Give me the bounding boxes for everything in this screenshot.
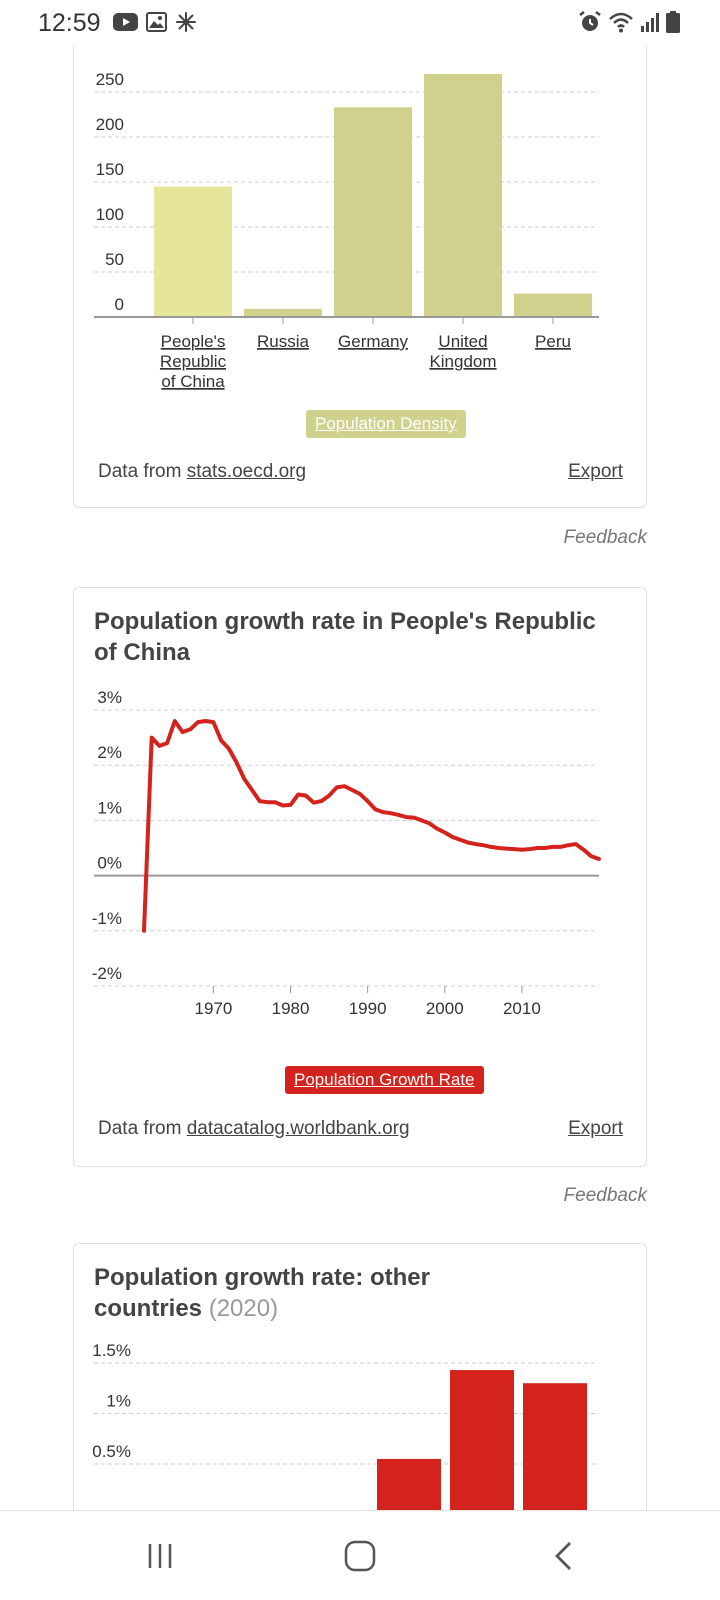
growth-source-link[interactable]: datacatalog.worldbank.org bbox=[186, 1118, 410, 1139]
density-x-tick-label: United bbox=[438, 332, 487, 351]
density-source-prefix: Data from bbox=[98, 461, 182, 482]
growth-export-link[interactable]: Export bbox=[568, 1118, 623, 1139]
density-x-tick-label: Kingdom bbox=[429, 352, 496, 371]
wifi-icon bbox=[609, 12, 633, 33]
growth-series-line bbox=[142, 719, 601, 933]
growth-y-tick-label: 3% bbox=[97, 688, 122, 707]
home-icon[interactable] bbox=[344, 1540, 376, 1572]
recent-apps-icon[interactable] bbox=[145, 1541, 175, 1571]
navigation-bar bbox=[0, 1510, 720, 1600]
signal-icon bbox=[641, 13, 659, 32]
other-card-title-year: (2020) bbox=[208, 1295, 279, 1322]
growth-y-tick-label: 0% bbox=[97, 854, 122, 873]
density-x-tick-label: of China bbox=[161, 372, 225, 391]
growth-x-tick-label: 1970 bbox=[194, 999, 232, 1018]
density-chart-card: 0 50 100 150 200 250 People's Republic of China R… bbox=[73, 0, 647, 508]
growth-source-prefix: Data from bbox=[98, 1118, 182, 1139]
density-y-tick-label: 50 bbox=[105, 250, 124, 269]
density-source-link[interactable]: stats.oecd.org bbox=[186, 461, 307, 482]
youtube-icon bbox=[113, 13, 138, 31]
density-export-link[interactable]: Export bbox=[568, 461, 623, 482]
image-icon bbox=[146, 12, 167, 32]
density-bar bbox=[154, 186, 232, 317]
other-y-tick-label: 1% bbox=[106, 1392, 131, 1411]
pinwheel-icon bbox=[176, 12, 196, 32]
growth-card-title: Population growth rate in People's Repub… bbox=[94, 608, 596, 666]
growth-line-chart: 3% 2% 1% 0% -1% -2% 1970 1980 1990 2000 2010 bbox=[92, 688, 601, 1018]
density-bar bbox=[424, 74, 502, 317]
density-x-tick-label: Russia bbox=[257, 332, 310, 351]
density-feedback-link[interactable]: Feedback bbox=[563, 527, 647, 548]
density-legend-chip[interactable]: Population Density bbox=[306, 410, 466, 438]
growth-x-tick-label: 2000 bbox=[426, 999, 464, 1018]
density-y-tick-label: 0 bbox=[115, 295, 124, 314]
growth-feedback-link[interactable]: Feedback bbox=[563, 1185, 647, 1206]
growth-y-tick-label: 1% bbox=[97, 798, 122, 817]
growth-y-tick-label: -1% bbox=[92, 909, 122, 928]
other-card-title-main: Population growth rate: other countries bbox=[94, 1264, 430, 1322]
growth-x-tick-label: 1980 bbox=[272, 999, 310, 1018]
growth-y-tick-label: -2% bbox=[92, 964, 122, 983]
alarm-icon bbox=[579, 11, 601, 31]
density-bar bbox=[334, 107, 412, 317]
battery-icon bbox=[666, 11, 680, 33]
other-card-title: Population growth rate: other countries … bbox=[94, 1262, 474, 1324]
density-y-tick-label: 150 bbox=[96, 160, 124, 179]
density-x-tick-label: People's bbox=[161, 332, 226, 351]
other-countries-card: Population growth rate: other countries … bbox=[73, 1243, 647, 1564]
growth-legend-chip[interactable]: Population Growth Rate bbox=[285, 1066, 484, 1094]
density-y-tick-label: 200 bbox=[96, 115, 124, 134]
density-y-tick-label: 250 bbox=[96, 70, 124, 89]
growth-source-line: Data from datacatalog.worldbank.org bbox=[98, 1118, 410, 1140]
growth-x-tick-label: 2010 bbox=[503, 999, 541, 1018]
other-y-tick-label: 0.5% bbox=[92, 1442, 131, 1461]
density-x-tick-label: Germany bbox=[338, 332, 408, 351]
density-bar bbox=[244, 308, 322, 317]
other-y-tick-label: 1.5% bbox=[92, 1341, 131, 1360]
density-bar bbox=[514, 293, 592, 317]
growth-x-tick-label: 1990 bbox=[349, 999, 387, 1018]
status-bar: 12:59 bbox=[0, 0, 720, 46]
density-x-tick-label: Peru bbox=[535, 332, 571, 351]
density-x-tick-label: Republic bbox=[160, 352, 227, 371]
back-icon[interactable] bbox=[552, 1540, 576, 1572]
growth-y-tick-label: 2% bbox=[97, 743, 122, 762]
growth-chart-card: Population growth rate in People's Repub… bbox=[73, 587, 647, 1167]
density-source-line: Data from stats.oecd.org bbox=[98, 461, 306, 483]
density-y-tick-label: 100 bbox=[96, 205, 124, 224]
status-time: 12:59 bbox=[38, 9, 101, 37]
